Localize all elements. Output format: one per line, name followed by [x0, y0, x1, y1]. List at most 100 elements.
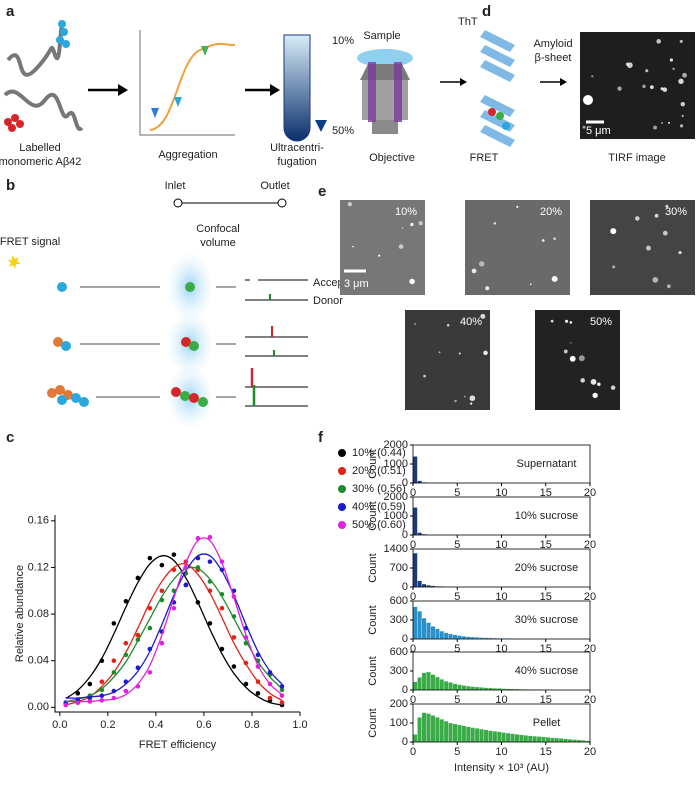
- panel-text: 30% sucrose: [515, 614, 579, 626]
- x-tick-label: 20: [584, 591, 596, 603]
- point: [279, 693, 285, 698]
- bar: [434, 717, 440, 743]
- speck: [590, 379, 597, 385]
- point: [123, 688, 129, 694]
- point: [207, 579, 213, 584]
- speck: [610, 228, 617, 235]
- speck: [516, 205, 519, 208]
- speck: [570, 342, 572, 344]
- bar: [430, 715, 436, 743]
- marker: [201, 46, 209, 56]
- x-tick-label: 20: [584, 487, 596, 499]
- x-tick-label: 0: [410, 746, 416, 758]
- bar: [461, 636, 467, 640]
- caption: Ultracentri-: [270, 142, 324, 154]
- image-label: 40%: [460, 316, 482, 328]
- bar: [558, 738, 564, 743]
- y-tick-label: 1000: [384, 510, 408, 522]
- speck: [591, 75, 594, 78]
- caption: FRET: [470, 152, 499, 164]
- speck: [347, 201, 353, 207]
- axis-line: [54, 515, 300, 713]
- bar: [563, 738, 569, 743]
- bead: [502, 122, 510, 130]
- oligomer: [189, 341, 199, 351]
- caption: Labelled: [19, 142, 61, 154]
- speck: [667, 121, 671, 124]
- y-tick-label: 0.04: [28, 655, 49, 667]
- x-tick-label: 10: [495, 694, 507, 706]
- point: [135, 665, 141, 671]
- point: [195, 555, 201, 561]
- y-tick-label: 300: [390, 665, 408, 677]
- point: [63, 702, 69, 708]
- speck: [635, 216, 640, 221]
- bead: [171, 387, 181, 397]
- speck: [470, 402, 473, 405]
- bar: [461, 685, 467, 691]
- speck: [583, 95, 593, 105]
- oligomer: [181, 337, 191, 347]
- y-axis-label: Count: [367, 449, 379, 478]
- bar: [426, 713, 431, 743]
- bar: [457, 724, 462, 743]
- bar: [567, 739, 573, 743]
- point: [183, 582, 189, 588]
- point: [99, 658, 105, 664]
- point: [171, 552, 177, 557]
- bar: [417, 717, 422, 743]
- y-tick-label: 600: [390, 646, 408, 658]
- oligomer: [53, 337, 63, 347]
- aggregate: [47, 385, 208, 407]
- y-axis-label: Count: [367, 605, 379, 634]
- point: [99, 687, 105, 693]
- point: [219, 646, 225, 652]
- traces: [245, 279, 308, 407]
- speck: [478, 261, 485, 267]
- speck: [483, 350, 488, 356]
- y-tick-label: 0.16: [28, 515, 49, 527]
- sheets: [480, 30, 515, 147]
- speck: [569, 321, 573, 324]
- point: [267, 695, 273, 701]
- bar: [465, 726, 471, 743]
- legend-label: 40% (0.59): [352, 501, 406, 513]
- x-tick-label: 10: [495, 746, 507, 758]
- bar: [488, 730, 493, 743]
- image-label: 50%: [590, 316, 612, 328]
- x-tick-label: 20: [584, 539, 596, 551]
- caption: fugation: [277, 156, 316, 168]
- bar: [470, 686, 476, 691]
- y-axis-label: Count: [367, 656, 379, 685]
- x-tick-label: 0: [410, 539, 416, 551]
- legend-label: 50% (0.60): [352, 519, 406, 531]
- point: [231, 594, 237, 599]
- point: [243, 640, 249, 646]
- speck: [669, 58, 674, 62]
- panel-text: 40% sucrose: [515, 665, 579, 677]
- arrowhead: [315, 120, 327, 132]
- speck: [662, 230, 668, 236]
- arrowhead: [118, 84, 128, 96]
- y-tick-label: 2000: [384, 491, 408, 503]
- panel-text: 20% sucrose: [515, 562, 579, 574]
- speck: [463, 395, 466, 398]
- x-tick-label: 10: [495, 487, 507, 499]
- y-tick-label: 1400: [384, 543, 408, 555]
- bar: [421, 672, 427, 691]
- bar: [426, 671, 431, 691]
- bar: [417, 580, 422, 588]
- x-tick-label: 10: [495, 591, 507, 603]
- speck: [681, 114, 684, 118]
- bar: [550, 737, 555, 743]
- laser: [394, 62, 402, 122]
- tirf-image: [405, 310, 490, 410]
- x-tick-label: 15: [540, 694, 552, 706]
- y-tick-label: 600: [390, 595, 408, 607]
- x-axis-label: Intensity × 10³ (AU): [454, 762, 549, 774]
- bead: [198, 397, 208, 407]
- x-tick-label: 20: [584, 694, 596, 706]
- x-tick-label: 10: [495, 539, 507, 551]
- y-tick-label: 2000: [384, 439, 408, 451]
